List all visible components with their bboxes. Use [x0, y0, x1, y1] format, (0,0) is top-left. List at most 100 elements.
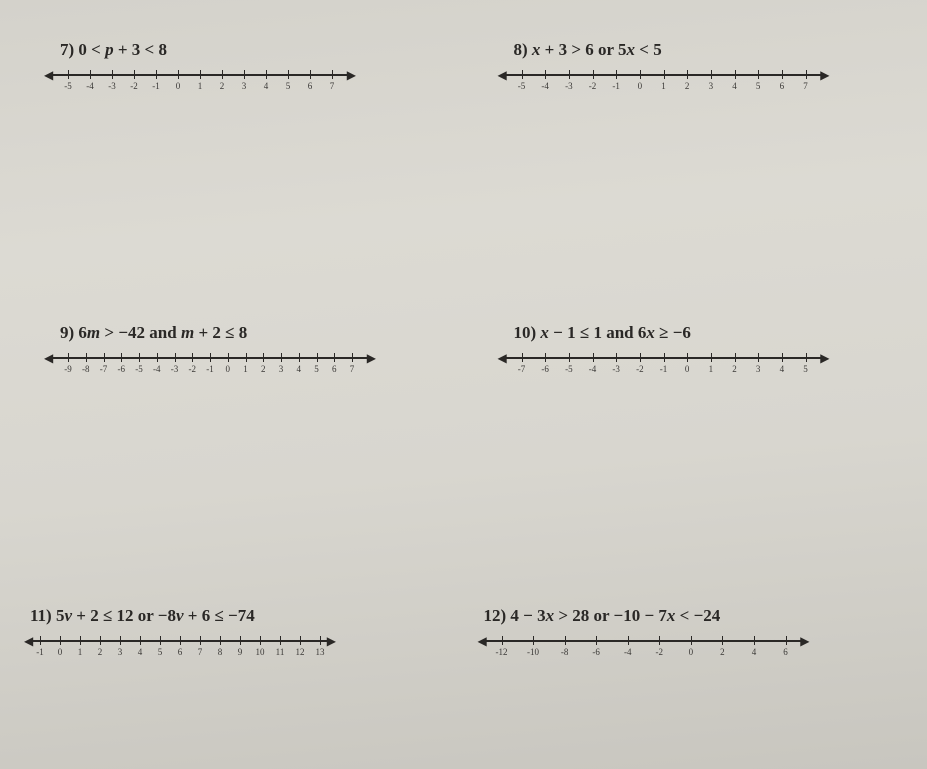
tick: [533, 636, 534, 645]
problem-title: 7) 0 < p + 3 < 8: [30, 40, 167, 60]
tick-label: -3: [171, 364, 179, 374]
tick: [288, 70, 289, 79]
tick: [593, 353, 594, 362]
problem-title: 8) x + 3 > 6 or 5x < 5: [484, 40, 662, 60]
tick-label: 4: [732, 81, 737, 91]
tick: [782, 70, 783, 79]
tick: [134, 70, 135, 79]
tick-label: -5: [565, 364, 573, 374]
tick: [220, 636, 221, 645]
tick-label: 6: [308, 81, 313, 91]
problem-number: 12): [484, 606, 507, 625]
tick-label: 0: [58, 647, 63, 657]
arrow-left-icon: ◀: [498, 353, 507, 363]
problem-number: 10): [514, 323, 537, 342]
number-line: ◀▶-12-10-8-6-4-20246: [484, 634, 804, 664]
tick-label: -9: [64, 364, 72, 374]
tick-label: -4: [589, 364, 597, 374]
arrow-right-icon: ▶: [327, 636, 336, 646]
tick: [266, 70, 267, 79]
tick: [178, 70, 179, 79]
tick: [180, 636, 181, 645]
tick-label: 5: [286, 81, 291, 91]
tick: [175, 353, 176, 362]
tick: [758, 353, 759, 362]
tick-label: 6: [332, 364, 337, 374]
tick-label: 10: [256, 647, 265, 657]
number-line: ◀▶-5-4-3-2-101234567: [50, 68, 350, 98]
tick-label: -1: [36, 647, 44, 657]
axis-line: [484, 640, 804, 642]
tick-label: 11: [276, 647, 285, 657]
tick: [157, 353, 158, 362]
tick: [502, 636, 503, 645]
tick: [139, 353, 140, 362]
tick: [691, 636, 692, 645]
tick-label: -1: [660, 364, 668, 374]
tick-label: 7: [330, 81, 335, 91]
tick-label: 4: [780, 364, 785, 374]
tick-label: -4: [541, 81, 549, 91]
tick-label: 6: [780, 81, 785, 91]
arrow-left-icon: ◀: [44, 70, 53, 80]
tick: [758, 70, 759, 79]
tick-label: 0: [638, 81, 643, 91]
tick: [60, 636, 61, 645]
tick: [240, 636, 241, 645]
tick-label: 8: [218, 647, 223, 657]
tick-label: -8: [561, 647, 569, 657]
tick-label: 1: [198, 81, 203, 91]
tick-label: 3: [756, 364, 761, 374]
tick: [222, 70, 223, 79]
arrow-left-icon: ◀: [24, 636, 33, 646]
tick-label: 5: [803, 364, 808, 374]
tick: [659, 636, 660, 645]
tick-label: 2: [220, 81, 225, 91]
tick-label: -5: [518, 81, 526, 91]
tick-label: 2: [732, 364, 737, 374]
tick-label: -7: [100, 364, 108, 374]
tick: [616, 70, 617, 79]
tick: [806, 353, 807, 362]
tick: [782, 353, 783, 362]
problem-p7: 7) 0 < p + 3 < 8◀▶-5-4-3-2-101234567: [30, 40, 444, 163]
tick: [786, 636, 787, 645]
problem-number: 7): [60, 40, 74, 59]
tick: [192, 353, 193, 362]
tick-label: 3: [118, 647, 123, 657]
tick-label: 0: [226, 364, 231, 374]
tick-label: 7: [350, 364, 355, 374]
arrow-right-icon: ▶: [800, 636, 809, 646]
tick: [616, 353, 617, 362]
tick: [140, 636, 141, 645]
problem-number: 9): [60, 323, 74, 342]
tick: [260, 636, 261, 645]
tick: [300, 636, 301, 645]
arrow-right-icon: ▶: [820, 70, 829, 80]
tick-label: 3: [279, 364, 284, 374]
tick: [569, 70, 570, 79]
arrow-left-icon: ◀: [498, 70, 507, 80]
tick: [156, 70, 157, 79]
tick: [569, 353, 570, 362]
tick: [593, 70, 594, 79]
number-line: ◀▶-7-6-5-4-3-2-1012345: [504, 351, 824, 381]
tick-label: 5: [158, 647, 163, 657]
tick: [317, 353, 318, 362]
tick-label: 4: [138, 647, 143, 657]
tick: [200, 636, 201, 645]
tick: [86, 353, 87, 362]
tick: [687, 70, 688, 79]
tick-label: -4: [86, 81, 94, 91]
tick-label: 5: [314, 364, 319, 374]
tick: [320, 636, 321, 645]
tick: [112, 70, 113, 79]
tick: [522, 353, 523, 362]
problem-expression: 6m > −42 and m + 2 ≤ 8: [78, 323, 247, 342]
tick-label: 2: [261, 364, 266, 374]
tick: [352, 353, 353, 362]
problem-p8: 8) x + 3 > 6 or 5x < 5◀▶-5-4-3-2-1012345…: [484, 40, 898, 163]
tick-label: 6: [178, 647, 183, 657]
tick-label: -3: [612, 364, 620, 374]
arrow-right-icon: ▶: [347, 70, 356, 80]
